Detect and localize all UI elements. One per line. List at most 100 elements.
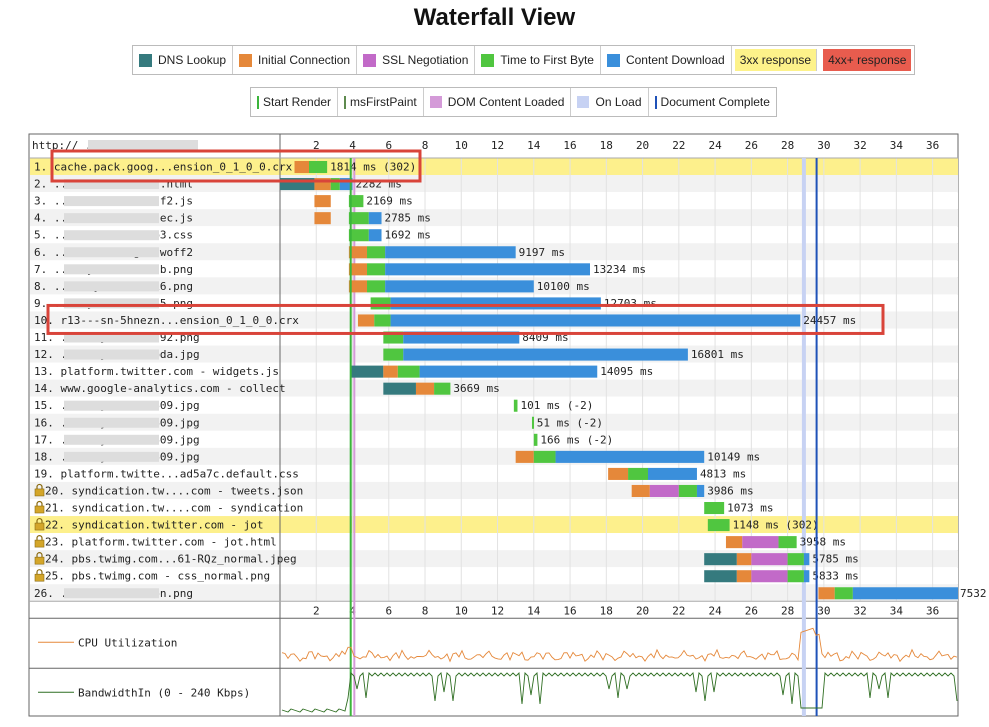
request-duration: 12703 ms xyxy=(604,297,657,310)
bar-ssl xyxy=(751,553,788,566)
lock-shackle xyxy=(36,535,43,541)
redacted-host xyxy=(64,588,159,599)
axis-tick-top: 14 xyxy=(527,139,541,152)
request-row[interactable]: 8. ...40by361-c0a116.png10100 ms xyxy=(34,280,590,293)
request-duration: 10149 ms xyxy=(707,450,760,463)
request-row[interactable]: 24. pbs.twimg.com...61-RQz_normal.jpeg 57… xyxy=(34,552,859,566)
axis-tick-top: 2 xyxy=(313,139,320,152)
redacted-host xyxy=(64,230,159,241)
bar-connect xyxy=(608,467,629,480)
request-row-bg xyxy=(30,175,958,193)
request-row[interactable]: 5. ...d5008b0a458eb3.css1692 ms xyxy=(34,229,431,242)
marker-label: On Load xyxy=(595,95,642,109)
axis-tick-top: 10 xyxy=(455,139,468,152)
request-row-bg xyxy=(30,396,958,414)
bar-connect xyxy=(294,161,310,174)
bar-connect xyxy=(736,553,752,566)
bar-connect xyxy=(357,314,375,327)
bar-ttfb xyxy=(778,536,797,549)
lock-icon xyxy=(34,552,45,565)
bar-ttfb xyxy=(348,212,369,225)
legend-item-initial-connection: Initial Connection xyxy=(233,46,358,74)
request-row[interactable]: 13. platform.twitter.com - widgets.js 140… xyxy=(34,365,653,378)
request-row-bg xyxy=(30,447,958,465)
request-label: 23. platform.twitter.com - jot.html xyxy=(45,536,277,549)
request-row[interactable]: 26. ...com - favicon.png7532 ms xyxy=(34,587,989,600)
axis-tick-top: 34 xyxy=(890,139,904,152)
bar-ttfb xyxy=(678,484,697,497)
request-row[interactable]: 18. ...40by310-7bb609.jpg10149 ms xyxy=(34,450,760,463)
cpu-utilization-line xyxy=(281,627,958,663)
request-row[interactable]: 17. ...40by310-7bb609.jpg166 ms (-2) xyxy=(34,433,613,446)
request-row-bg xyxy=(30,499,958,517)
request-duration: 13234 ms xyxy=(593,263,646,276)
marker-label: msFirstPaint xyxy=(350,95,417,109)
request-duration: 1148 ms (302) xyxy=(733,519,819,532)
legend-item-time-to-first-byte: Time to First Byte xyxy=(475,46,601,74)
bar-ttfb xyxy=(834,587,853,600)
request-row[interactable]: 15. ...40by310-7bb609.jpg101 ms (-2) xyxy=(34,399,593,412)
request-row[interactable]: 14. www.google-analytics.com - collect 36… xyxy=(34,382,500,395)
highlight-box-row-1 xyxy=(50,149,422,183)
request-duration: 166 ms (-2) xyxy=(540,433,613,446)
request-duration: 10100 ms xyxy=(537,280,590,293)
legend-label: 3xx response xyxy=(739,53,812,67)
axis-tick-bottom: 4 xyxy=(349,604,356,617)
request-row[interactable]: 19. platform.twitte...ad5a7c.default.css… xyxy=(34,467,746,480)
axis-tick-top: 4 xyxy=(349,139,356,152)
request-row-bg xyxy=(30,430,958,448)
request-row[interactable]: 20. syndication.tw....com - tweets.json 3… xyxy=(34,483,754,497)
lock-body xyxy=(34,556,45,565)
axis-tick-bottom: 14 xyxy=(527,604,541,617)
request-row[interactable]: 21. syndication.tw....com - syndication 1… xyxy=(34,500,774,515)
bar-connect xyxy=(631,484,650,497)
request-row[interactable]: 1. cache.pack.goog...ension_0_1_0_0.crx 1… xyxy=(34,161,416,174)
request-row[interactable]: 22. syndication.twitter.com - jot 1148 ms… xyxy=(34,517,819,532)
axis-tick-bottom: 32 xyxy=(853,604,866,617)
request-row[interactable]: 10. r13---sn-5hnezn...ension_0_1_0_0.crx… xyxy=(34,314,856,327)
request-row[interactable]: 3. ...05625e633130ff2.js2169 ms xyxy=(34,195,413,208)
legend-swatch xyxy=(139,53,152,67)
request-row[interactable]: 6. ...ansPro-Light.woff29197 ms xyxy=(34,246,565,259)
marker-label: DOM Content Loaded xyxy=(447,95,565,109)
marker-item-start-render: Start Render xyxy=(251,88,339,116)
bar-ttfb xyxy=(367,280,386,293)
bar-connect xyxy=(818,587,835,600)
lock-icon xyxy=(34,483,45,497)
request-duration: 1692 ms xyxy=(385,229,431,242)
marker-item-on-load: On Load xyxy=(571,88,649,116)
legend-label: SSL Negotiation xyxy=(382,53,469,67)
request-row[interactable]: 16. ...40by310-7bb609.jpg51 ms (-2) xyxy=(34,416,603,429)
axis-tick-top: 28 xyxy=(781,139,794,152)
bandwidth-line xyxy=(281,671,958,713)
bar-ttfb xyxy=(348,229,369,242)
axis-tick-top: 20 xyxy=(636,139,649,152)
request-row[interactable]: 7. ...0by1136-8cd1ab.png13234 ms xyxy=(34,263,646,276)
marker-label: Start Render xyxy=(263,95,332,109)
bar-ssl xyxy=(751,570,788,583)
request-row[interactable]: 12. ...40by853-c3cbda.jpg16801 ms xyxy=(34,348,744,361)
bar-ttfb xyxy=(434,382,451,395)
bar-connect xyxy=(725,536,743,549)
bar-download xyxy=(403,348,688,361)
bar-connect xyxy=(348,280,368,293)
request-row[interactable]: 4. ...0494e97582d0fec.js2785 ms xyxy=(34,212,431,225)
lock-body xyxy=(34,539,45,548)
redacted-host xyxy=(64,247,159,258)
request-label: 19. platform.twitte...ad5a7c.default.css xyxy=(34,467,299,480)
legend-swatch xyxy=(239,53,253,67)
bar-ttfb xyxy=(397,365,420,378)
request-row-bg xyxy=(30,464,958,482)
bar-download xyxy=(803,570,810,583)
lock-icon xyxy=(34,535,45,548)
request-row[interactable]: 25. pbs.twimg.com - css_normal.png 5833 m… xyxy=(34,569,859,583)
axis-tick-top: 30 xyxy=(817,139,830,152)
axis-tick-bottom: 2 xyxy=(313,604,320,617)
request-duration: 4813 ms xyxy=(700,467,746,480)
legend-item-3xx-response: 3xx response xyxy=(734,49,818,71)
bar-download xyxy=(368,212,382,225)
bar-download xyxy=(368,229,382,242)
request-duration: 51 ms (-2) xyxy=(537,416,603,429)
request-row-bg xyxy=(30,413,958,431)
request-row[interactable]: 23. platform.twitter.com - jot.html 3958 … xyxy=(34,535,846,549)
